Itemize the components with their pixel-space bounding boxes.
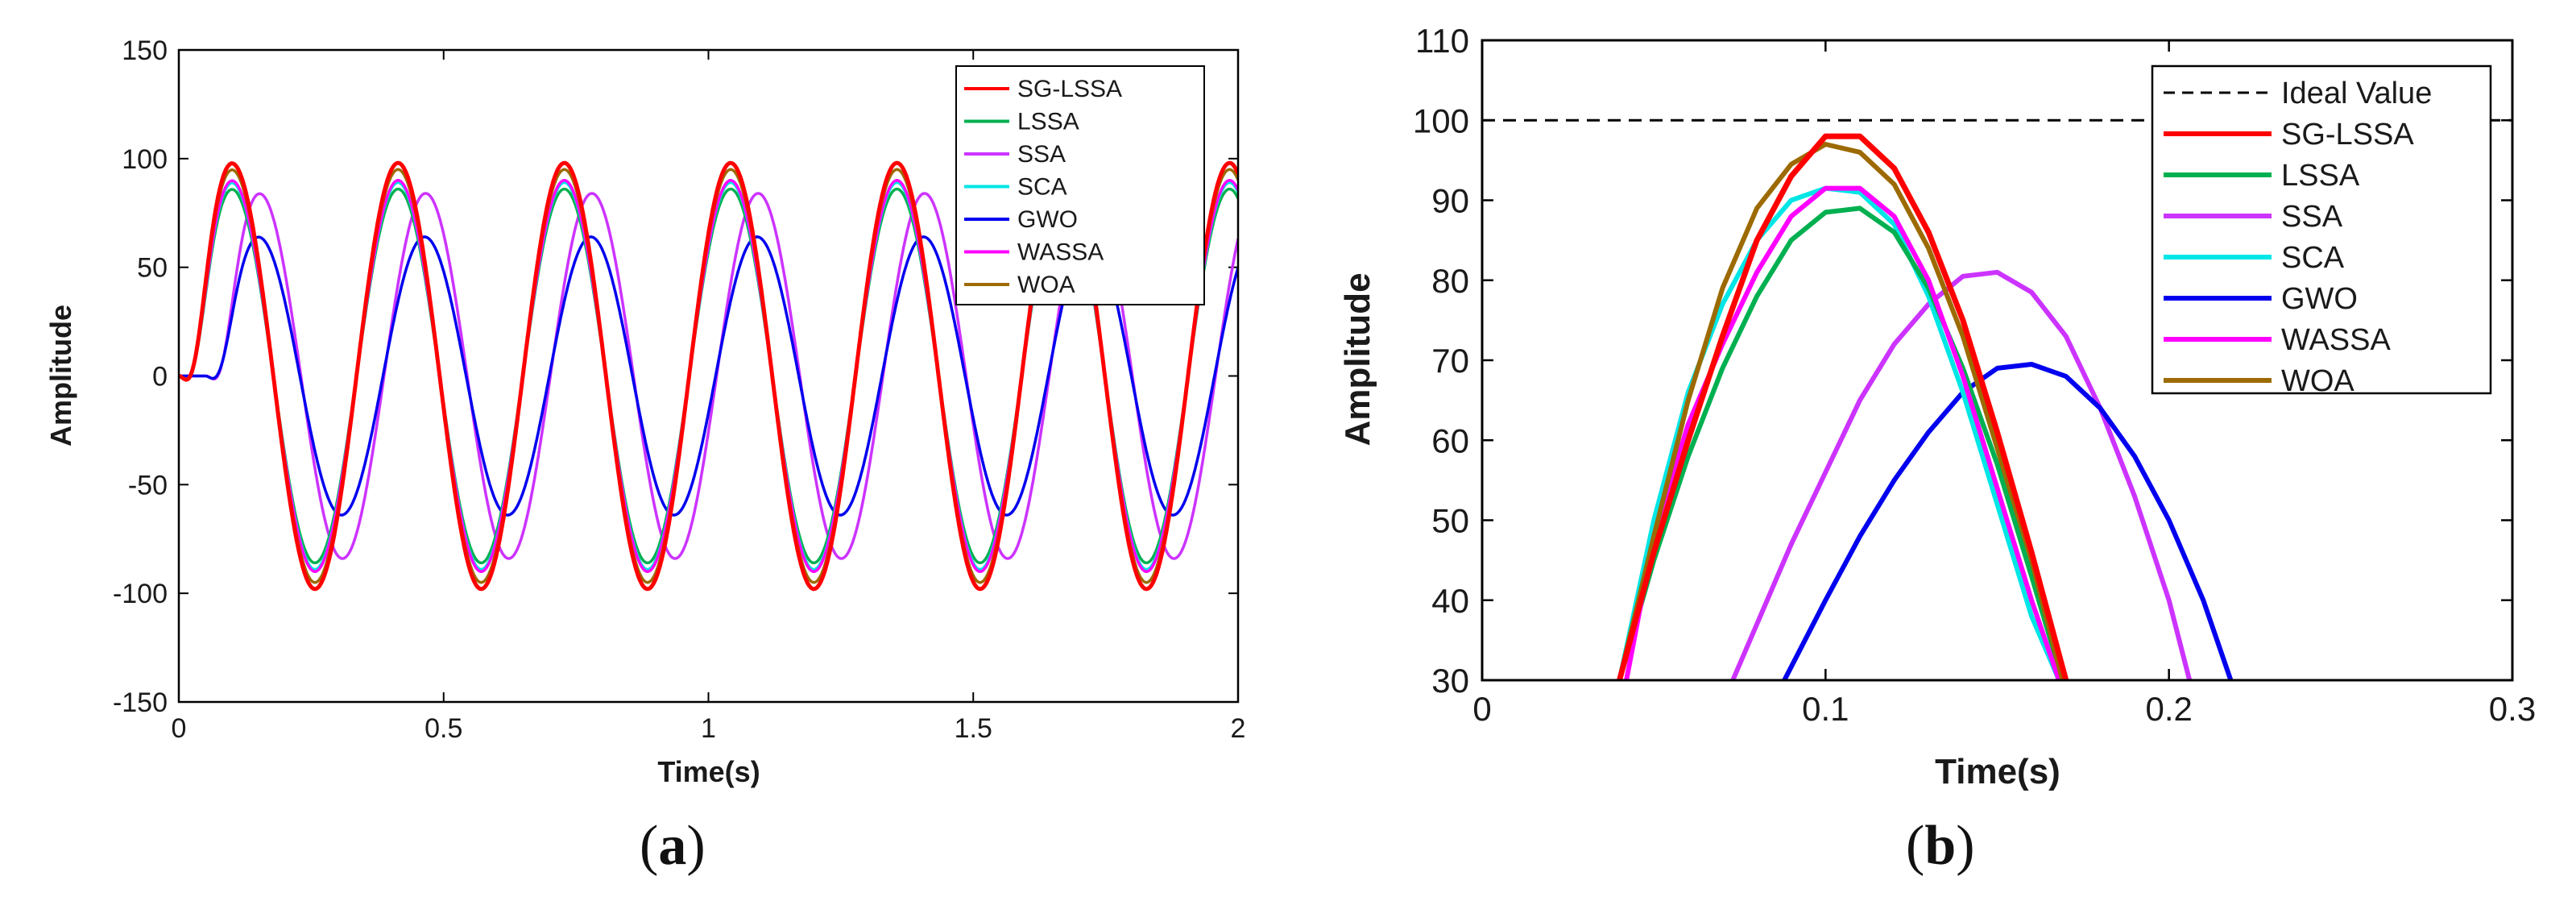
series-line-b-gwo	[1782, 362, 2234, 680]
series-line-b-sg-lssa	[1617, 133, 2069, 680]
series-line-b-ssa	[1730, 269, 2193, 680]
legend-label-b-ssa: SSA	[2281, 200, 2343, 234]
legend-label-b-sg-lssa: SG-LSSA	[2281, 118, 2414, 152]
y-tick-label-a: 100	[122, 144, 168, 175]
legend-label-a-ssa: SSA	[1017, 141, 1066, 168]
x-tick-label-a: 0.5	[425, 713, 462, 744]
legend-b: Ideal Value SG-LSSA LSSA SSA SCA GWO WASSA WOA	[2151, 64, 2492, 398]
y-tick-label-b: 40	[1431, 582, 1469, 620]
ticks-a: 0 0.5 1 1.5 2 -150 -100 -50 0 50 100 150	[113, 35, 1246, 744]
series-group-b	[1482, 118, 2512, 680]
y-tick-label-b: 70	[1431, 342, 1469, 380]
legend-label-b-sca: SCA	[2281, 241, 2345, 275]
x-tick-label-b: 0.3	[2489, 690, 2536, 728]
x-tick-label-a: 0	[172, 713, 187, 744]
legend-label-a-sca: SCA	[1017, 174, 1067, 201]
x-tick-label-a: 1.5	[955, 713, 992, 744]
legend-label-a-gwo: GWO	[1017, 206, 1078, 233]
plot-frame-b	[1481, 39, 2514, 682]
x-axis-label-b: Time(s)	[1935, 752, 2060, 791]
chart-panel-a: 0 0.5 1 1.5 2 -150 -100 -50 0 50 100 150 Time(s) Am…	[44, 35, 1245, 877]
legend-label-b-gwo: GWO	[2281, 282, 2358, 316]
series-line-b-woa	[1617, 142, 2065, 680]
x-axis-label-a: Time(s)	[657, 755, 760, 788]
y-axis-label-a: Amplitude	[44, 305, 77, 446]
plot-frame-a	[177, 48, 1240, 704]
y-tick-label-a: 0	[152, 362, 168, 392]
legend-label-a-lssa: LSSA	[1017, 109, 1079, 135]
x-tick-label-b: 0	[1472, 690, 1491, 728]
y-tick-label-a: -50	[128, 470, 168, 500]
y-tick-label-b: 60	[1431, 422, 1469, 459]
legend-label-b-woa: WOA	[2281, 364, 2354, 398]
series-line-b-wassa	[1624, 185, 2062, 680]
legend-label-b-ideal-value: Ideal Value	[2281, 77, 2432, 110]
legend-label-a-sg-lssa: SG-LSSA	[1017, 76, 1122, 102]
y-tick-label-a: 50	[137, 253, 168, 284]
panel-label-a: (a)	[640, 815, 706, 877]
legend-label-a-woa: WOA	[1017, 272, 1075, 298]
x-tick-label-b: 0.1	[1802, 690, 1849, 728]
x-tick-label-a: 1	[701, 713, 716, 744]
series-line-b-lssa	[1617, 206, 2065, 680]
legend-label-b-wassa: WASSA	[2281, 323, 2391, 357]
y-tick-label-b: 50	[1431, 502, 1469, 540]
legend-label-a-wassa: WASSA	[1017, 239, 1104, 266]
x-tick-label-b: 0.2	[2145, 690, 2192, 728]
ticks-b: 0 0.1 0.2 0.3 30 40 50 60 70 80 90 100 110	[1413, 22, 2536, 728]
y-axis-label-b: Amplitude	[1338, 272, 1377, 446]
y-tick-label-a: -150	[113, 687, 168, 718]
y-tick-label-a: -100	[113, 579, 168, 609]
y-tick-label-b: 30	[1431, 662, 1469, 700]
x-tick-label-a: 2	[1231, 713, 1246, 744]
series-line-a-gwo	[179, 235, 1238, 517]
legend-a: SG-LSSA LSSA SSA SCA GWO WASSA WOA	[955, 65, 1205, 305]
y-tick-label-b: 90	[1431, 182, 1469, 220]
chart-panel-b: 0 0.1 0.2 0.3 30 40 50 60 70 80 90 100 110 Time(s) A…	[1338, 22, 2536, 877]
y-tick-label-b: 100	[1413, 102, 1469, 139]
y-tick-label-b: 110	[1415, 22, 1469, 60]
legend-label-b-lssa: LSSA	[2281, 159, 2360, 193]
y-tick-label-a: 150	[122, 35, 168, 66]
panel-label-b: (b)	[1906, 815, 1975, 877]
y-tick-label-b: 80	[1431, 262, 1469, 300]
